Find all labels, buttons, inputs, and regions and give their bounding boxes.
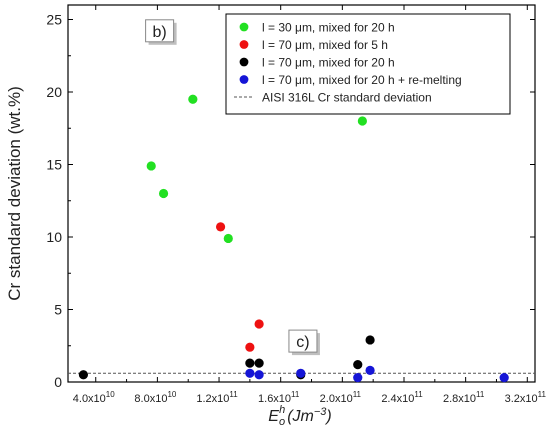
annotation-box: [145, 19, 175, 43]
x-label-superscript: h: [279, 404, 285, 416]
data-point-series-3: [254, 358, 264, 368]
data-point-series-3: [78, 370, 89, 380]
legend-marker-series-2: [239, 40, 249, 49]
x-tick-exponent: 11: [291, 390, 300, 399]
x-tick-mantissa: 3.2x10: [505, 393, 538, 405]
data-point-series-4: [365, 365, 375, 375]
x-tick-exponent: 10: [167, 390, 176, 399]
x-label-units-close: ): [324, 408, 331, 425]
plot-frame: [67, 4, 536, 383]
x-tick-exponent: 11: [538, 390, 547, 399]
x-label-symbol: E: [268, 408, 279, 425]
y-tick-label: 0: [54, 374, 62, 390]
annotation-label: b): [152, 24, 166, 41]
data-point-series-4: [296, 368, 306, 378]
x-label-units-exponent: −3: [314, 406, 327, 418]
legend-label-series-2: l = 70 μm, mixed for 5 h: [262, 38, 388, 52]
data-point-series-1: [188, 94, 198, 104]
data-point-series-4: [499, 373, 509, 383]
y-tick-label: 5: [54, 302, 62, 318]
annotation-box: [288, 329, 318, 353]
y-tick-label: 10: [46, 229, 62, 245]
data-point-series-4: [254, 370, 264, 380]
data-point-series-4: [245, 368, 255, 378]
y-tick-label: 25: [46, 12, 62, 28]
legend-label-series-4: l = 70 μm, mixed for 20 h + re-melting: [262, 73, 462, 87]
x-tick-label: 4.0x1010: [73, 390, 115, 405]
x-label-subscript: o: [279, 416, 285, 428]
x-tick-label: 2.0x1011: [320, 390, 362, 405]
x-tick-mantissa: 8.0x10: [134, 393, 167, 405]
x-tick-mantissa: 1.2x10: [196, 393, 229, 405]
x-tick-mantissa: 2.0x10: [320, 393, 353, 405]
x-tick-exponent: 10: [106, 390, 115, 399]
x-tick-exponent: 11: [414, 390, 423, 399]
x-label-units: (Jm: [287, 408, 314, 425]
x-tick-exponent: 11: [353, 390, 362, 399]
legend-label-series-1: l = 30 μm, mixed for 20 h: [262, 21, 395, 35]
legend-label-reference: AISI 316L Cr standard deviation: [262, 91, 432, 105]
y-tick-label: 20: [46, 84, 62, 100]
legend-marker-series-1: [239, 22, 249, 32]
x-tick-mantissa: 1.6x10: [258, 393, 291, 405]
x-tick-mantissa: 2.8x10: [443, 393, 476, 405]
x-tick-exponent: 11: [476, 390, 485, 399]
data-point-series-2: [254, 319, 264, 329]
data-point-series-1: [357, 116, 367, 126]
legend-box: [225, 13, 511, 115]
data-point-series-3: [353, 360, 363, 370]
legend-marker-series-3: [239, 57, 249, 67]
x-tick-label: 1.6x1011: [258, 390, 300, 405]
x-tick-mantissa: 4.0x10: [73, 393, 106, 405]
x-tick-label: 2.8x1011: [443, 390, 485, 405]
x-tick-label: 8.0x1010: [134, 390, 176, 405]
x-tick-label: 2.4x1011: [381, 390, 423, 405]
data-point-series-3: [365, 335, 375, 345]
y-axis-label: Cr standard deviation (wt.%): [5, 86, 24, 300]
legend-marker-series-4: [239, 75, 249, 84]
y-tick-label: 15: [46, 157, 62, 173]
data-group: b) c): [68, 19, 535, 383]
annotation-label: c): [296, 334, 309, 351]
x-tick-label: 1.2x1011: [196, 390, 238, 405]
x-tick-label: 3.2x1011: [505, 390, 547, 405]
data-point-series-3: [245, 358, 255, 368]
x-tick-mantissa: 2.4x10: [381, 393, 414, 405]
data-point-series-2: [245, 342, 255, 352]
data-point-series-1: [223, 233, 233, 244]
legend-group: l = 30 μm, mixed for 20 h l = 70 μm, mixe…: [225, 13, 511, 115]
data-point-series-1: [158, 188, 169, 199]
data-point-series-4: [353, 373, 363, 383]
x-axis-label: Eoh (Jm−3): [268, 404, 331, 428]
legend-label-series-3: l = 70 μm, mixed for 20 h: [262, 56, 395, 70]
data-point-series-1: [146, 161, 156, 171]
data-point-series-2: [215, 222, 226, 232]
x-tick-exponent: 11: [229, 390, 238, 399]
